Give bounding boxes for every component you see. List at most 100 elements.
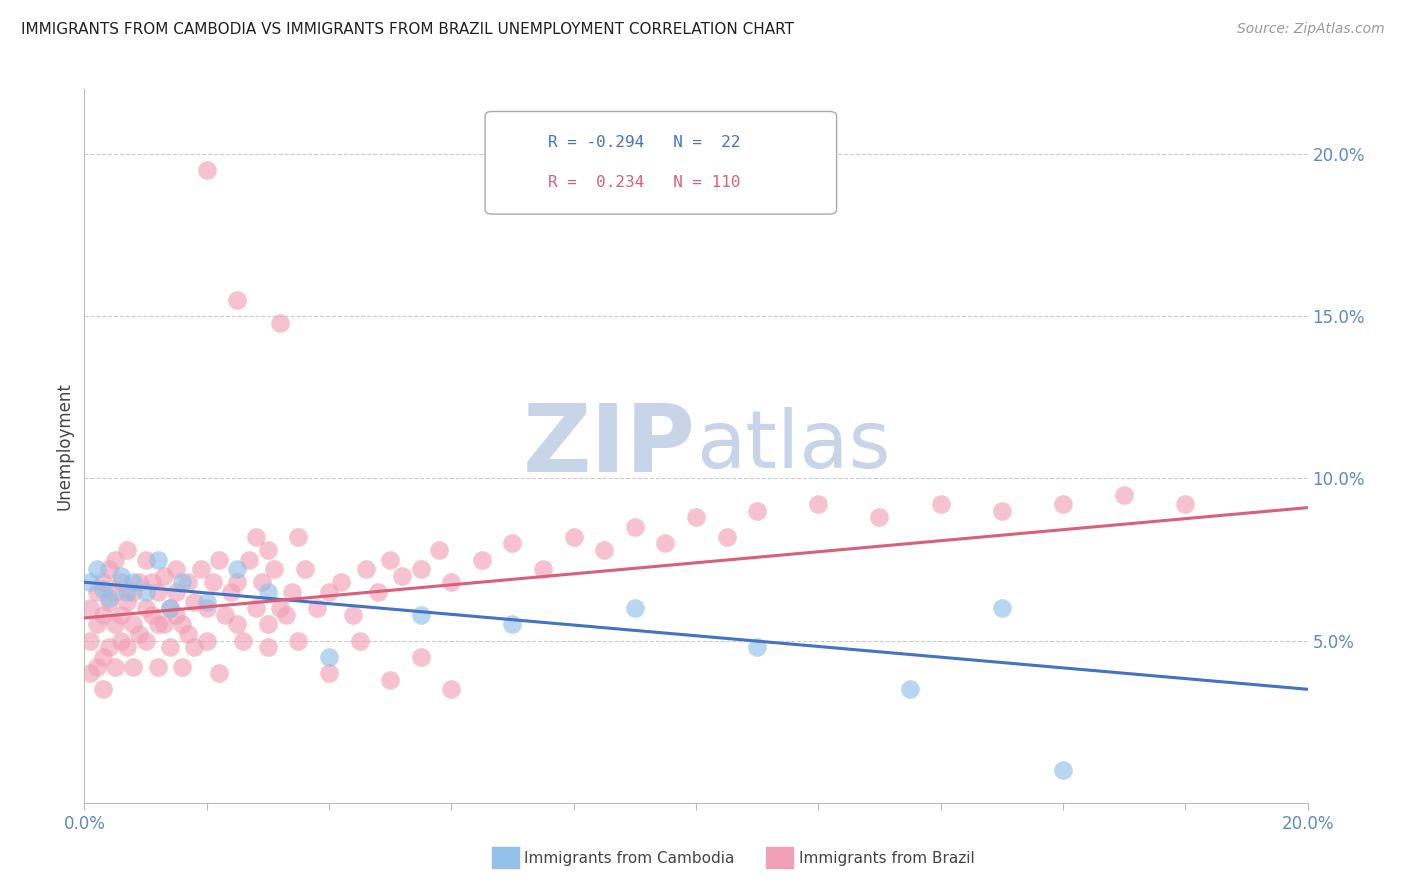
- Point: [159, 601, 181, 615]
- Point: [177, 575, 200, 590]
- Point: [159, 640, 181, 654]
- Point: [208, 552, 231, 566]
- Point: [122, 659, 145, 673]
- Text: Source: ZipAtlas.com: Source: ZipAtlas.com: [1237, 22, 1385, 37]
- Point: [122, 585, 145, 599]
- Point: [257, 585, 280, 599]
- Point: [115, 542, 138, 557]
- Y-axis label: Unemployment: Unemployment: [55, 382, 73, 510]
- Point: [276, 607, 298, 622]
- Point: [391, 568, 413, 582]
- Point: [238, 552, 260, 566]
- Point: [128, 627, 150, 641]
- Point: [135, 601, 157, 615]
- Point: [287, 530, 309, 544]
- Text: ZIP: ZIP: [523, 400, 696, 492]
- Point: [115, 585, 138, 599]
- Point: [97, 562, 120, 576]
- Point: [807, 497, 830, 511]
- Point: [562, 530, 585, 544]
- Point: [146, 659, 169, 673]
- Point: [287, 633, 309, 648]
- Point: [195, 633, 218, 648]
- Point: [91, 582, 114, 596]
- Point: [115, 595, 138, 609]
- Point: [1114, 488, 1136, 502]
- Point: [257, 640, 280, 654]
- Point: [86, 659, 108, 673]
- Point: [245, 601, 267, 615]
- Point: [991, 601, 1014, 615]
- Point: [172, 659, 194, 673]
- Point: [91, 682, 114, 697]
- Point: [991, 504, 1014, 518]
- Point: [409, 649, 432, 664]
- Point: [250, 575, 273, 590]
- Point: [135, 552, 157, 566]
- Point: [318, 666, 340, 681]
- Point: [146, 617, 169, 632]
- Point: [226, 293, 249, 307]
- Point: [177, 627, 200, 641]
- Point: [195, 163, 218, 178]
- Point: [195, 595, 218, 609]
- Point: [91, 649, 114, 664]
- Point: [79, 633, 101, 648]
- Point: [153, 617, 176, 632]
- Point: [263, 562, 285, 576]
- Point: [330, 575, 353, 590]
- Point: [226, 575, 249, 590]
- Point: [122, 617, 145, 632]
- Point: [257, 617, 280, 632]
- Point: [716, 530, 738, 544]
- Point: [257, 542, 280, 557]
- Point: [104, 659, 127, 673]
- Point: [593, 542, 616, 557]
- Point: [440, 682, 463, 697]
- Point: [91, 607, 114, 622]
- Point: [440, 575, 463, 590]
- Point: [502, 536, 524, 550]
- Point: [104, 552, 127, 566]
- Point: [201, 575, 224, 590]
- Text: R = -0.294   N =  22: R = -0.294 N = 22: [548, 136, 741, 150]
- Point: [104, 585, 127, 599]
- Text: R =  0.234   N = 110: R = 0.234 N = 110: [548, 176, 741, 190]
- Text: Immigrants from Cambodia: Immigrants from Cambodia: [524, 851, 735, 865]
- Point: [79, 575, 101, 590]
- Point: [141, 575, 163, 590]
- Point: [122, 575, 145, 590]
- Point: [146, 552, 169, 566]
- Point: [195, 601, 218, 615]
- Point: [183, 640, 205, 654]
- Point: [318, 649, 340, 664]
- Point: [135, 585, 157, 599]
- Point: [165, 585, 187, 599]
- Point: [624, 601, 647, 615]
- Point: [146, 585, 169, 599]
- Point: [86, 562, 108, 576]
- Point: [110, 575, 132, 590]
- Point: [86, 617, 108, 632]
- Point: [214, 607, 236, 622]
- Point: [110, 568, 132, 582]
- Point: [1052, 497, 1074, 511]
- Point: [128, 575, 150, 590]
- Point: [269, 316, 291, 330]
- Point: [172, 575, 194, 590]
- Point: [354, 562, 377, 576]
- Point: [159, 601, 181, 615]
- Point: [294, 562, 316, 576]
- Point: [502, 617, 524, 632]
- Point: [654, 536, 676, 550]
- Point: [747, 640, 769, 654]
- Point: [869, 510, 891, 524]
- Point: [79, 666, 101, 681]
- Point: [165, 562, 187, 576]
- Point: [79, 601, 101, 615]
- Point: [281, 585, 304, 599]
- Point: [624, 520, 647, 534]
- Point: [471, 552, 494, 566]
- Point: [531, 562, 554, 576]
- Point: [269, 601, 291, 615]
